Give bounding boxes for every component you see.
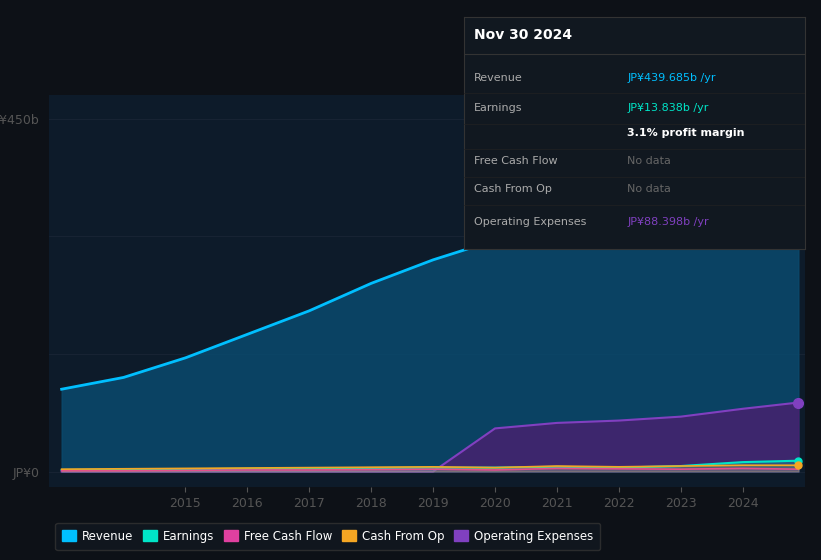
Text: Cash From Op: Cash From Op (474, 184, 552, 194)
Text: JP¥88.398b /yr: JP¥88.398b /yr (627, 217, 709, 227)
Text: Revenue: Revenue (474, 73, 523, 82)
Text: Free Cash Flow: Free Cash Flow (474, 156, 557, 166)
Text: Operating Expenses: Operating Expenses (474, 217, 586, 227)
Text: Earnings: Earnings (474, 103, 523, 113)
Text: JP¥439.685b /yr: JP¥439.685b /yr (627, 73, 716, 82)
Text: No data: No data (627, 184, 672, 194)
Text: JP¥13.838b /yr: JP¥13.838b /yr (627, 103, 709, 113)
Text: No data: No data (627, 156, 672, 166)
Legend: Revenue, Earnings, Free Cash Flow, Cash From Op, Operating Expenses: Revenue, Earnings, Free Cash Flow, Cash … (55, 522, 600, 550)
Text: 3.1% profit margin: 3.1% profit margin (627, 128, 745, 138)
Text: Nov 30 2024: Nov 30 2024 (474, 29, 572, 43)
